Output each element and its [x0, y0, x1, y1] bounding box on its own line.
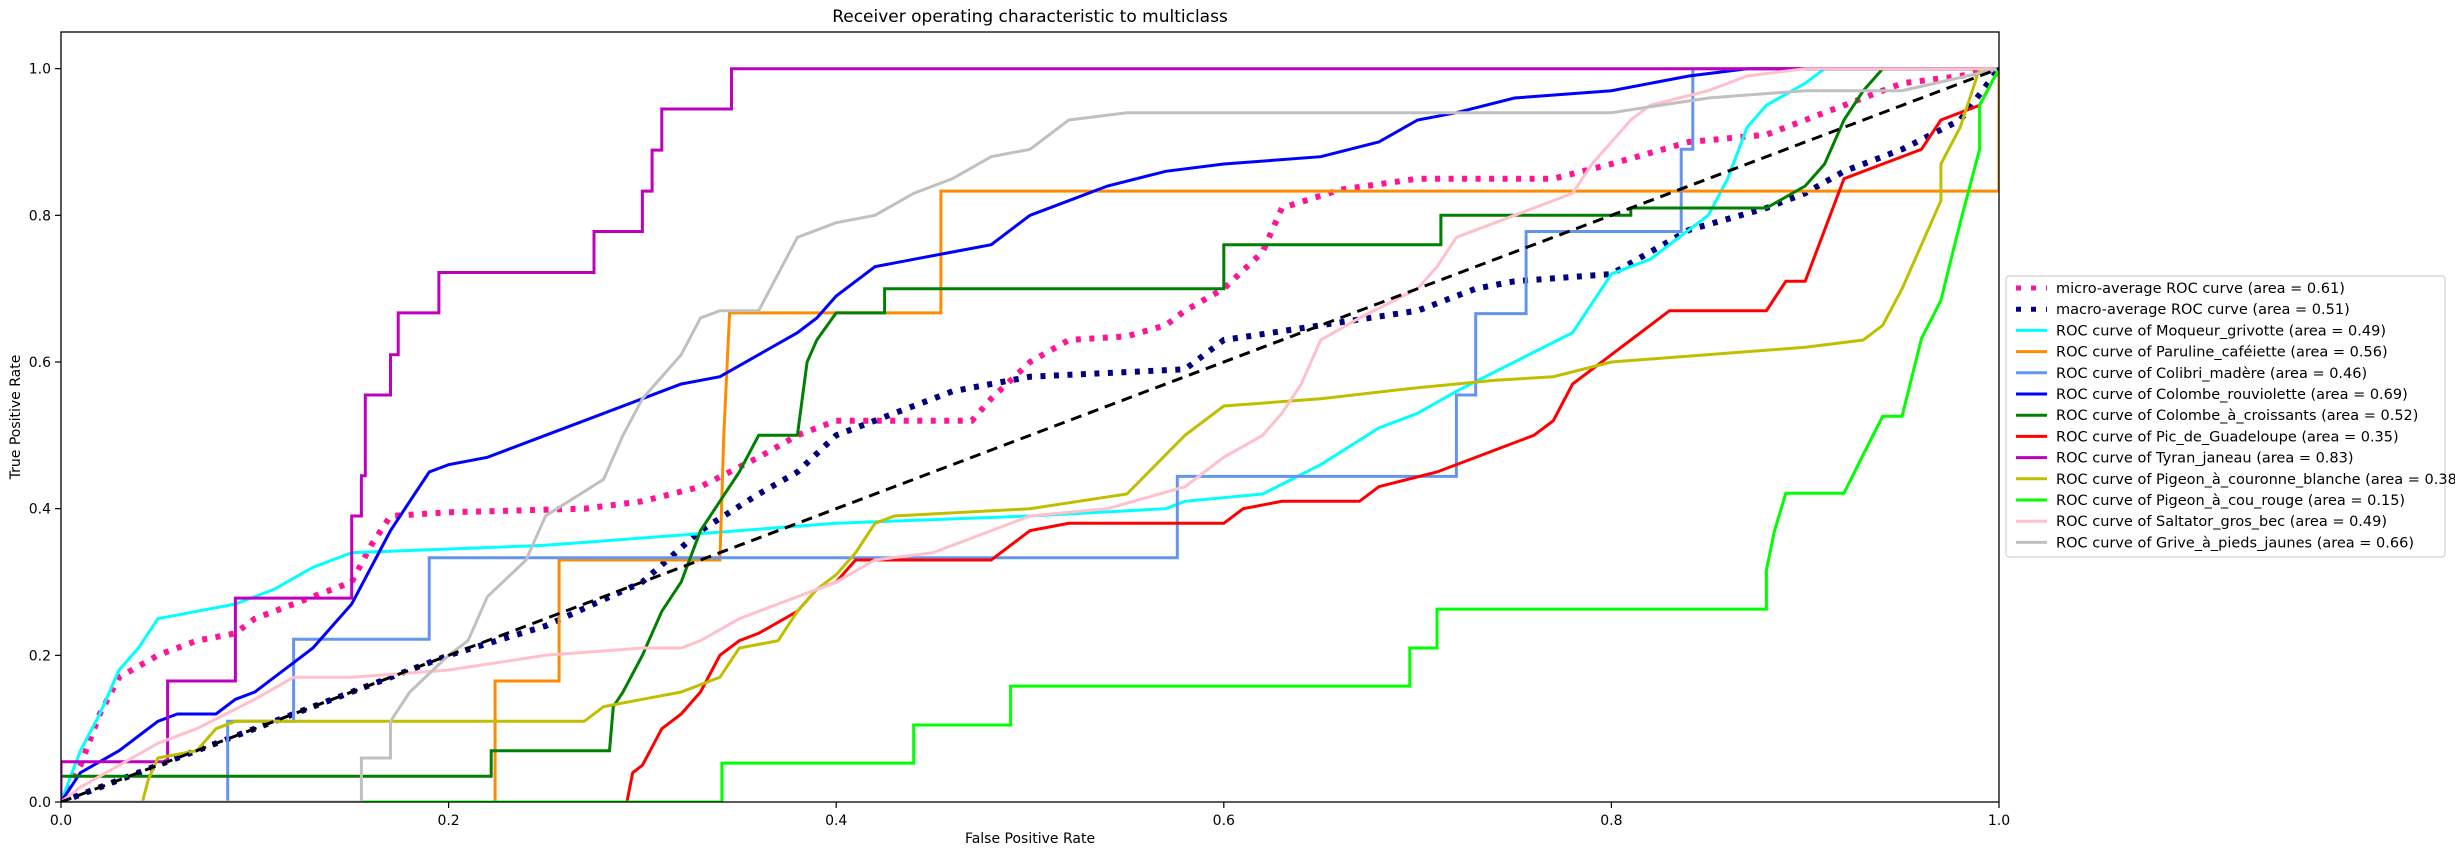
legend-label: ROC curve of Colombe_à_croissants (area …: [2056, 408, 2418, 424]
y-axis-label: True Positive Rate: [8, 355, 24, 481]
legend-entry: ROC curve of Paruline_caféiette (area = …: [2016, 345, 2388, 361]
legend-entry: ROC curve of Tyran_janeau (area = 0.83): [2016, 451, 2354, 467]
x-tick-label: 0.0: [50, 813, 72, 829]
y-tick-label: 0.8: [29, 208, 51, 224]
roc-curve-6: [61, 67, 1999, 802]
legend-label: micro-average ROC curve (area = 0.61): [2056, 281, 2345, 297]
x-tick-label: 0.4: [825, 813, 847, 829]
roc-curve-7: [61, 67, 1999, 802]
legend-label: ROC curve of Colibri_madère (area = 0.46…: [2056, 366, 2367, 382]
legend-box: [2005, 275, 2446, 558]
legend-label: ROC curve of Colombe_rouviolette (area =…: [2056, 387, 2408, 403]
roc-curve-9: [61, 67, 1999, 802]
roc-curve-8: [61, 67, 1999, 802]
legend-label: ROC curve of Pigeon_à_couronne_blanche (…: [2056, 472, 2455, 488]
y-tick-label: 0.0: [29, 795, 51, 811]
legend-entry: ROC curve of Colibri_madère (area = 0.46…: [2016, 366, 2367, 382]
legend-label: ROC curve of Saltator_gros_bec (area = 0…: [2056, 514, 2387, 530]
legend-label: ROC curve of Paruline_caféiette (area = …: [2056, 345, 2388, 361]
plot-area: [60, 31, 2000, 803]
legend-entry: micro-average ROC curve (area = 0.61): [2016, 281, 2345, 297]
roc-curve-0: [61, 65, 1999, 802]
roc-curve-2: [61, 67, 1999, 802]
y-tick-label: 0.6: [29, 355, 51, 371]
legend-label: ROC curve of Grive_à_pieds_jaunes (area …: [2056, 535, 2414, 551]
y-tick-label: 0.2: [29, 648, 51, 664]
y-tick-label: 1.0: [29, 62, 51, 78]
x-axis-label: False Positive Rate: [965, 831, 1095, 847]
legend-entry: ROC curve of Pigeon_à_cou_rouge (area = …: [2016, 493, 2405, 509]
y-tick-label: 0.4: [29, 502, 51, 518]
legend-entry: ROC curve of Moqueur_grivotte (area = 0.…: [2016, 323, 2386, 339]
legend-entry: ROC curve of Grive_à_pieds_jaunes (area …: [2016, 535, 2414, 551]
x-tick-label: 1.0: [1988, 813, 2010, 829]
legend-label: ROC curve of Moqueur_grivotte (area = 0.…: [2056, 323, 2386, 339]
roc-curve-4: [61, 67, 1999, 802]
chance-line: [61, 67, 1999, 802]
roc-curve-10: [61, 67, 1999, 802]
roc-curve-5: [61, 67, 1999, 802]
legend-label: macro-average ROC curve (area = 0.51): [2056, 302, 2350, 318]
axes-frame: [60, 31, 2000, 803]
legend-entry: ROC curve of Pigeon_à_couronne_blanche (…: [2016, 472, 2455, 488]
legend-entry: macro-average ROC curve (area = 0.51): [2016, 302, 2350, 318]
legend-entry: ROC curve of Saltator_gros_bec (area = 0…: [2016, 514, 2387, 530]
x-tick-label: 0.6: [1213, 813, 1235, 829]
series-group: [61, 65, 1999, 802]
legend-entry: ROC curve of Pic_de_Guadeloupe (area = 0…: [2016, 429, 2399, 445]
legend: micro-average ROC curve (area = 0.61) mac…: [2005, 275, 2455, 558]
legend-label: ROC curve of Tyran_janeau (area = 0.83): [2056, 451, 2354, 467]
legend-label: ROC curve of Pigeon_à_cou_rouge (area = …: [2056, 493, 2405, 509]
roc-curve-12: [61, 67, 1999, 802]
chart-title: Receiver operating characteristic to mul…: [832, 7, 1228, 27]
roc-curve-11: [61, 67, 1999, 802]
legend-entry: ROC curve of Colombe_à_croissants (area …: [2016, 408, 2418, 424]
axis-ticks: 0.0 0.2 0.4 0.6 0.8 1.0 0.0 0.2 0.4 0.6 0.8 1.0: [29, 62, 2010, 829]
x-tick-label: 0.2: [437, 813, 459, 829]
legend-label: ROC curve of Pic_de_Guadeloupe (area = 0…: [2056, 429, 2399, 445]
x-tick-label: 0.8: [1600, 813, 1622, 829]
legend-entry: ROC curve of Colombe_rouviolette (area =…: [2016, 387, 2408, 403]
